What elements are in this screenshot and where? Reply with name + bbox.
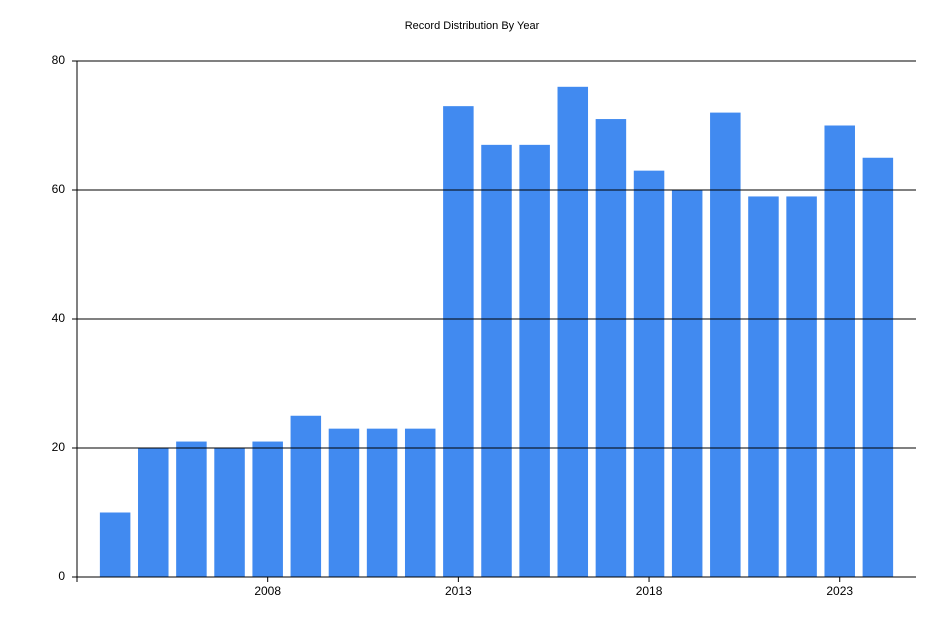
x-tick-label: 2023 — [826, 584, 853, 598]
bar — [633, 170, 665, 577]
bar — [595, 119, 627, 578]
y-tick-label: 20 — [52, 440, 66, 454]
bar — [519, 144, 550, 577]
y-tick-label: 60 — [52, 182, 66, 196]
bar — [404, 428, 436, 577]
bar — [290, 415, 322, 577]
bar — [710, 112, 741, 577]
bar — [481, 144, 512, 577]
bar — [748, 196, 779, 577]
bar — [862, 157, 894, 577]
bar — [214, 448, 245, 577]
bar — [176, 441, 207, 577]
bar — [557, 86, 589, 578]
bar — [671, 190, 703, 577]
bar — [99, 512, 131, 577]
bar — [366, 428, 398, 577]
y-tick-label: 40 — [52, 311, 66, 325]
bar — [252, 441, 283, 577]
bar — [786, 196, 817, 577]
y-tick-label: 80 — [52, 53, 66, 67]
x-tick-label: 2008 — [254, 584, 281, 598]
bar — [443, 106, 474, 578]
chart-title: Record Distribution By Year — [405, 20, 540, 32]
y-tick-label: 0 — [58, 569, 65, 583]
x-tick-label: 2018 — [636, 584, 663, 598]
x-tick-label: 2013 — [445, 584, 472, 598]
bar — [138, 448, 169, 577]
bar — [328, 428, 360, 577]
bar — [824, 125, 855, 577]
